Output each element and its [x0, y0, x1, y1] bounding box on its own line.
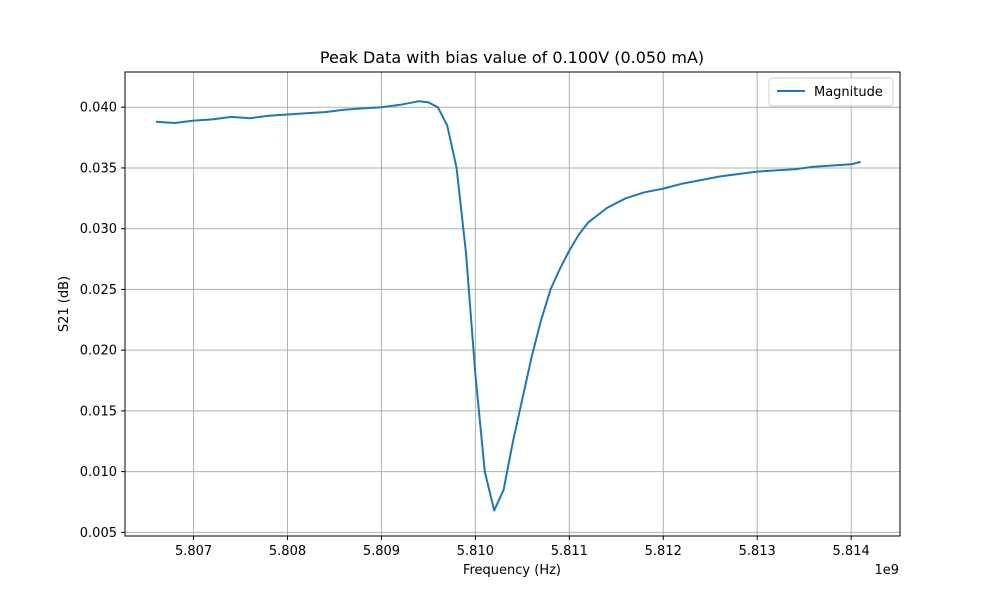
y-tick-label: 0.040: [80, 101, 117, 116]
legend-box: [768, 77, 894, 107]
y-tick-label: 0.020: [80, 344, 117, 359]
grid-layer: [125, 72, 900, 536]
tick-layer: 5.807 5.808 5.809 5.810 5.811 5.812 5.813 5.814…: [80, 101, 870, 559]
series-line-magnitude: [155, 100, 861, 512]
chart-title: Peak Data with bias value of 0.100V (0.0…: [320, 48, 704, 67]
y-tick-label: 0.005: [80, 526, 117, 541]
x-axis-label: Frequency (Hz): [463, 563, 561, 578]
x-tick-label: 5.810: [457, 544, 494, 559]
x-tick-label: 5.808: [269, 544, 306, 559]
x-tick-label: 5.809: [363, 544, 400, 559]
y-tick-label: 0.010: [80, 465, 117, 480]
y-tick-label: 0.035: [80, 161, 117, 176]
x-offset-label: 1e9: [874, 563, 899, 578]
y-tick-label: 0.025: [80, 283, 117, 298]
legend-label: Magnitude: [814, 85, 883, 100]
x-tick-label: 5.814: [833, 544, 870, 559]
y-tick-label: 0.030: [80, 222, 117, 237]
line-layer: [155, 100, 861, 512]
x-tick-label: 5.812: [645, 544, 682, 559]
y-axis-label: S21 (dB): [57, 276, 72, 332]
x-tick-label: 5.813: [739, 544, 776, 559]
plot-frame: [124, 71, 901, 537]
legend: Magnitude: [768, 77, 894, 107]
x-tick-label: 5.811: [551, 544, 588, 559]
x-tick-label: 5.807: [175, 544, 212, 559]
y-tick-label: 0.015: [80, 404, 117, 419]
